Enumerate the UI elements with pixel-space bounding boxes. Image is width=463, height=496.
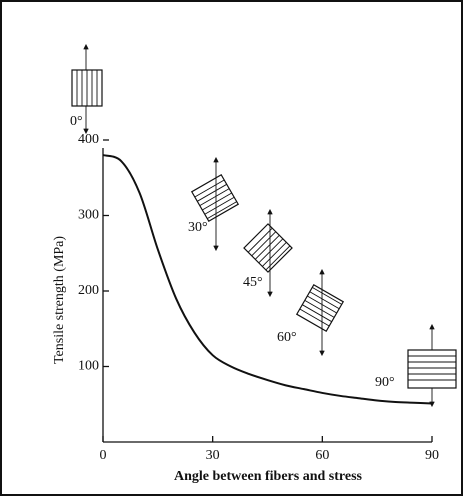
plot-area: 100 200 300 400 0 30 60 90	[78, 132, 439, 463]
annotation: 90°	[375, 375, 395, 390]
chart: 100 200 300 400 0 30 60 90 Tensile strength (MP…	[0, 0, 463, 496]
annotation: 30°	[188, 220, 208, 235]
x-tick-label: 30	[206, 448, 220, 463]
y-tick-label: 400	[78, 132, 99, 147]
annotation: 45°	[243, 275, 263, 290]
fiber-icon	[297, 270, 343, 355]
x-tick-label: 60	[315, 448, 329, 463]
x-tick-label: 90	[425, 448, 439, 463]
data-line	[103, 155, 432, 403]
y-tick-label: 300	[78, 208, 99, 223]
y-tick-label: 200	[78, 283, 99, 298]
x-axis-label: Angle between fibers and stress	[174, 469, 363, 484]
annotation: 60°	[277, 330, 297, 345]
page: {"chart_data": {"type": "line", "x_label…	[0, 0, 463, 496]
annotation: 0°	[70, 114, 83, 129]
y-tick-label: 100	[78, 359, 99, 374]
fiber-icon	[408, 325, 456, 406]
y-axis-label: Tensile strength (MPa)	[52, 236, 67, 364]
frame	[1, 1, 462, 495]
fiber-icon	[192, 158, 238, 250]
x-tick-label: 0	[100, 448, 107, 463]
